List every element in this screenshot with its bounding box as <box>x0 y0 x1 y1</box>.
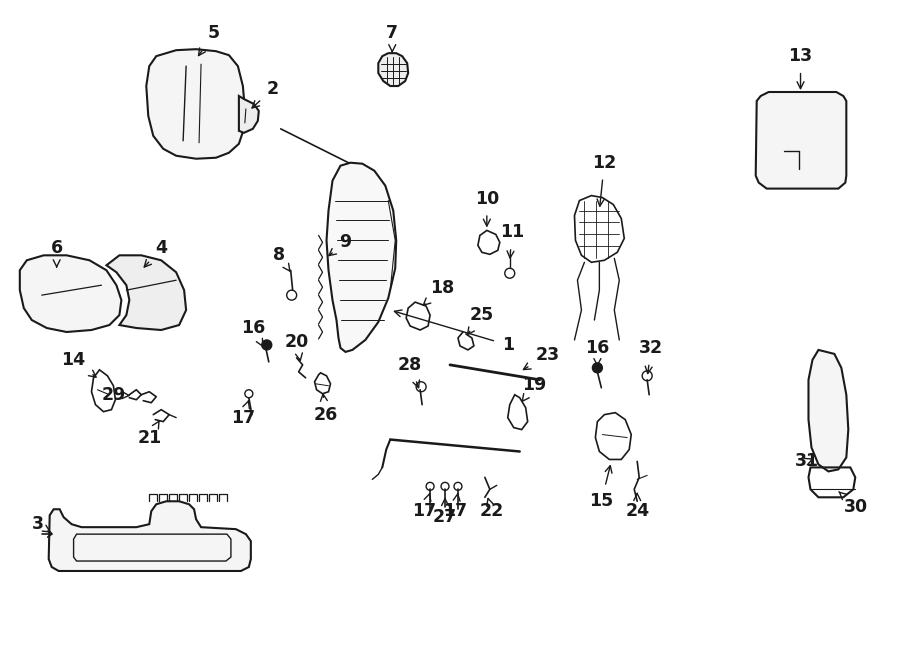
Polygon shape <box>49 501 251 571</box>
Text: 16: 16 <box>585 339 609 366</box>
Text: 16: 16 <box>240 319 265 346</box>
Text: 24: 24 <box>626 493 649 520</box>
Text: 29: 29 <box>102 386 129 404</box>
Text: 5: 5 <box>199 24 220 56</box>
Text: 17: 17 <box>443 494 467 520</box>
Text: 17: 17 <box>412 494 436 520</box>
Polygon shape <box>378 53 409 86</box>
Text: 9: 9 <box>328 233 352 256</box>
Text: 4: 4 <box>144 239 167 267</box>
Text: 23: 23 <box>524 346 560 369</box>
Text: 32: 32 <box>639 339 663 373</box>
Polygon shape <box>808 350 849 471</box>
Text: 12: 12 <box>592 154 617 206</box>
Circle shape <box>592 363 602 373</box>
Text: 10: 10 <box>474 190 499 226</box>
Text: 11: 11 <box>500 223 524 258</box>
Text: 28: 28 <box>398 356 422 388</box>
Text: 13: 13 <box>788 47 813 89</box>
Text: 30: 30 <box>839 492 868 516</box>
Circle shape <box>262 340 272 350</box>
Text: 31: 31 <box>795 452 819 471</box>
Text: 8: 8 <box>273 247 291 272</box>
Polygon shape <box>20 255 122 332</box>
Text: 14: 14 <box>61 351 96 377</box>
Polygon shape <box>147 49 245 159</box>
Text: 18: 18 <box>423 279 454 305</box>
Text: 19: 19 <box>522 375 547 401</box>
Polygon shape <box>238 96 259 133</box>
Text: 20: 20 <box>284 333 309 360</box>
Text: 17: 17 <box>230 401 255 426</box>
Text: 27: 27 <box>433 498 457 526</box>
Polygon shape <box>106 255 186 330</box>
Text: 26: 26 <box>313 394 338 424</box>
Text: 1: 1 <box>394 310 514 354</box>
Polygon shape <box>327 163 396 352</box>
Text: 21: 21 <box>137 421 161 447</box>
Polygon shape <box>756 92 846 188</box>
Text: 7: 7 <box>386 24 398 52</box>
Text: 25: 25 <box>467 306 494 334</box>
Text: 6: 6 <box>50 239 63 267</box>
Text: 15: 15 <box>590 465 614 510</box>
Text: 2: 2 <box>252 80 279 108</box>
Text: 22: 22 <box>480 498 504 520</box>
Text: 3: 3 <box>32 515 51 533</box>
